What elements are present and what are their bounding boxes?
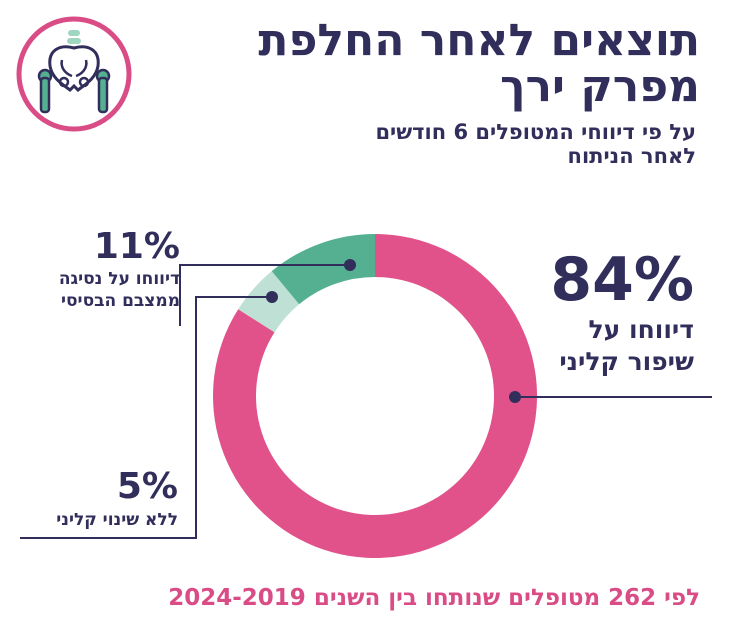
slice-label-improved: 84% דיווחו על שיפור קליני [524, 248, 694, 378]
legend-improved-line2: שיפור קליני [559, 347, 694, 376]
title-line-2: מפרק ירך [500, 61, 700, 112]
leader-dot-no-change [266, 291, 278, 303]
donut-chart [212, 234, 537, 558]
legend-declined-line1: דיווחו על נסיגה [58, 269, 180, 289]
footer-note: לפי 262 מטופלים שנותחו בין השנים 2024-20… [168, 585, 700, 611]
slice-label-declined: 11% דיווחו על נסיגה ממצבם הבסיסי [20, 226, 180, 312]
page-subtitle: על פי דיווחי המטופלים 6 חודשים לאחר הנית… [176, 120, 696, 168]
page-title: תוצאים לאחר החלפת מפרק ירך [140, 18, 700, 110]
leader-dot-declined [344, 259, 356, 271]
legend-improved-line1: דיווחו על [588, 315, 694, 344]
leader-lines [20, 259, 712, 539]
slice-label-no-change: 5% ללא שינוי קליני [20, 466, 178, 532]
title-line-1: תוצאים לאחר החלפת [258, 15, 700, 66]
pelvis-hip-icon [16, 16, 132, 132]
data-label-no-change: 5% [116, 466, 178, 507]
leader-dot-improved [509, 391, 521, 403]
data-label-improved: 84% [550, 245, 694, 315]
legend-declined-line2: ממצבם הבסיסי [61, 291, 180, 311]
slice-declined [271, 234, 375, 305]
data-label-declined: 11% [93, 226, 180, 267]
leader-line-no-change [20, 296, 272, 539]
legend-no-change-line1: ללא שינוי קליני [56, 510, 178, 530]
leader-line-declined [179, 264, 350, 326]
subtitle-line-1: על פי דיווחי המטופלים 6 חודשים [375, 120, 696, 144]
subtitle-line-2: לאחר הניתוח [567, 144, 696, 168]
